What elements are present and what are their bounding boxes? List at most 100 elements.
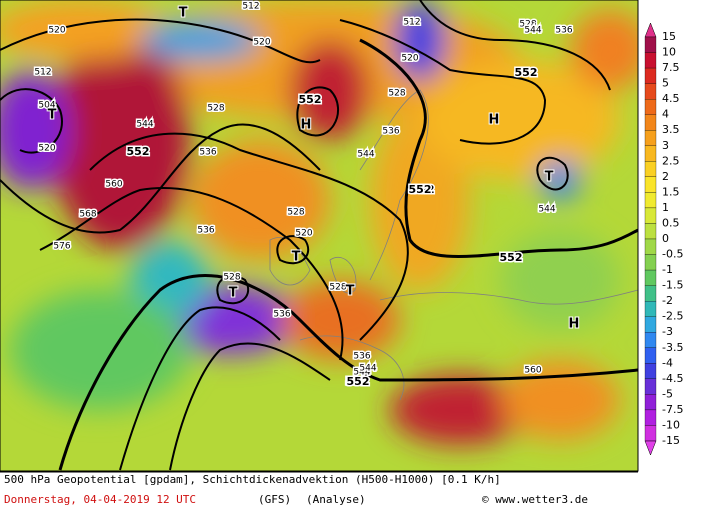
contour-label: 552 <box>515 66 538 79</box>
pressure-center: T <box>229 286 238 301</box>
legend-label: 1.5 <box>662 185 680 198</box>
legend-label: -10 <box>662 418 680 431</box>
contour-label: 552 <box>299 93 322 106</box>
contour-label: 520 <box>401 54 418 64</box>
contour-label: 552 <box>346 375 369 388</box>
legend-label: -4 <box>662 356 673 369</box>
contour-label: 536 <box>382 127 399 137</box>
legend-swatch <box>644 409 657 426</box>
legend-label: -3 <box>662 325 673 338</box>
contour-label: 544 <box>353 368 370 378</box>
contour-label: 568 <box>79 210 96 220</box>
contour-label: 536 <box>197 226 214 236</box>
legend-swatch <box>644 269 657 286</box>
legend-label: -3.5 <box>662 341 683 354</box>
contour-label: 552 <box>412 183 435 196</box>
legend-label: -1.5 <box>662 279 683 292</box>
legend-swatch <box>644 176 657 193</box>
legend-label: 2 <box>662 170 669 183</box>
legend: 15 10 7.5 5 4.5 4 3.5 3 2.5 2 1.5 1 0.5 0 -0.5 -1 -1.5 -2… <box>644 22 683 456</box>
legend-arrow-top <box>644 22 657 38</box>
contour-label: 536 <box>555 26 572 36</box>
contour-label: 528 <box>388 89 405 99</box>
pressure-center: H <box>489 113 500 128</box>
legend-label: -2.5 <box>662 310 683 323</box>
map-area: 5205125125205045205285365445525605685765… <box>0 0 638 471</box>
contour-label: 544 <box>359 364 376 374</box>
contour-label: 536 <box>199 148 216 158</box>
legend-label: 1 <box>662 201 669 214</box>
contour-label: 520 <box>48 26 65 36</box>
contour-label: 560 <box>503 254 520 264</box>
legend-label: -1 <box>662 263 673 276</box>
footer-date: Donnerstag, 04-04-2019 12 UTC <box>4 493 196 506</box>
contour-label: 528 <box>223 273 240 283</box>
contour-label: 544 <box>524 26 541 36</box>
contour-label: 536 <box>353 352 370 362</box>
legend-label: 3 <box>662 139 669 152</box>
pressure-center: H <box>569 317 580 332</box>
pressure-center: T <box>292 250 301 265</box>
contour-label: 520 <box>253 38 270 48</box>
contour-label: 544 <box>357 150 374 160</box>
legend-swatch <box>644 238 657 255</box>
footer-model: (GFS) <box>258 493 291 506</box>
legend-swatch <box>644 114 657 131</box>
legend-label: 0 <box>662 232 669 245</box>
legend-label: -5 <box>662 387 673 400</box>
contour-label: 528 <box>207 104 224 114</box>
map-labels: 5205125125205045205285365445525605685765… <box>33 0 581 390</box>
contour-label: 536 <box>273 310 290 320</box>
legend-swatch <box>644 83 657 100</box>
legend-label: 15 <box>662 30 676 43</box>
contour-label: 544 <box>136 120 153 130</box>
legend-swatch <box>644 363 657 379</box>
legend-swatch <box>644 301 657 317</box>
legend-swatch <box>644 316 657 333</box>
contour-label: 560 <box>105 180 122 190</box>
legend-swatch <box>644 192 657 209</box>
legend-swatch <box>644 223 657 240</box>
map-frame <box>0 0 639 472</box>
legend-label: -7.5 <box>662 403 683 416</box>
legend-swatch <box>644 52 657 69</box>
contour-label: 512 <box>242 2 259 12</box>
legend-swatch <box>644 425 657 442</box>
legend-label: 4 <box>662 108 669 121</box>
legend-swatch <box>644 207 657 224</box>
legend-label: -15 <box>662 434 680 447</box>
footer-credit: © www.wetter3.de <box>482 493 588 506</box>
pressure-center: T <box>346 284 355 299</box>
legend-swatch <box>644 285 657 302</box>
legend-label: -2 <box>662 294 673 307</box>
legend-label: -4.5 <box>662 372 683 385</box>
pressure-center: T <box>179 6 188 21</box>
legend-label: 0.5 <box>662 216 680 229</box>
contour-label: 504 <box>38 101 55 111</box>
pressure-center: H <box>301 118 312 133</box>
legend-label: 4.5 <box>662 92 680 105</box>
contour-label: 576 <box>53 242 70 252</box>
contour-label: 544 <box>538 205 555 215</box>
legend-label: 7.5 <box>662 61 680 74</box>
contour-label: 520 <box>295 229 312 239</box>
legend-swatch <box>644 145 657 162</box>
legend-label: 5 <box>662 77 669 90</box>
legend-swatch <box>644 130 657 146</box>
pressure-center: T <box>545 170 554 185</box>
contour-label: 512 <box>403 18 420 28</box>
legend-arrow-bottom <box>644 440 657 456</box>
contour-label: 512 <box>34 68 51 78</box>
contour-label: 528 <box>519 20 536 30</box>
contour-label: 520 <box>38 144 55 154</box>
geopotential-contours <box>0 0 638 471</box>
footer-run: (Analyse) <box>306 493 366 506</box>
contour-label: 552 <box>500 251 523 264</box>
coastlines <box>269 89 638 401</box>
legend-swatch <box>644 36 657 53</box>
pressure-center: T <box>48 108 57 123</box>
contour-label: 528 <box>329 283 346 293</box>
legend-swatch <box>644 67 657 84</box>
